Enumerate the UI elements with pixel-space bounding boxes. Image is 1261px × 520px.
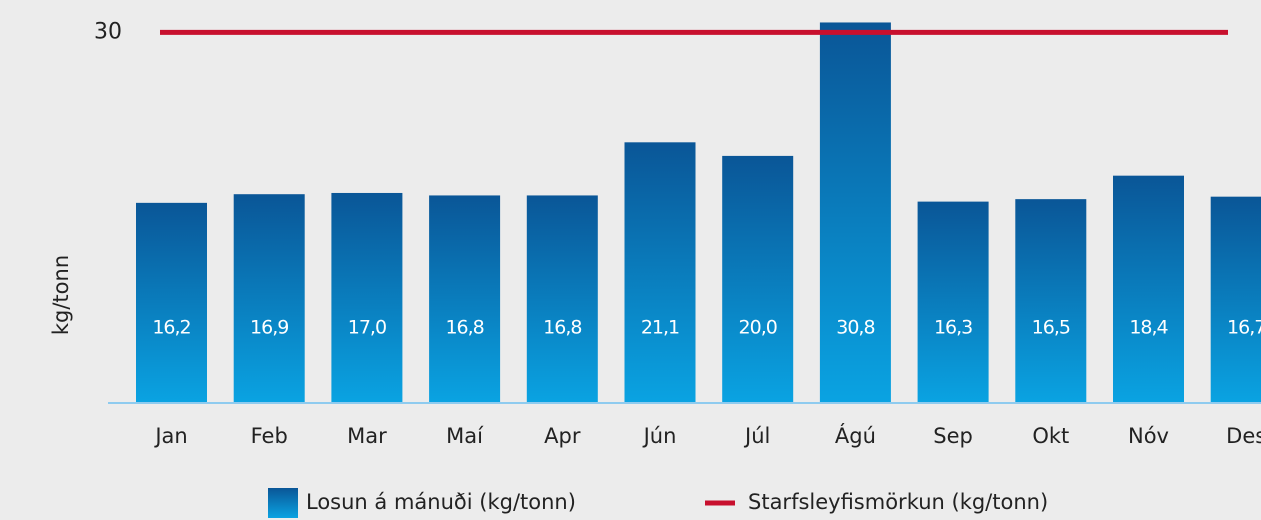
value-label: 16,8: [445, 317, 483, 339]
x-tick-label: Maí: [446, 424, 484, 448]
bar: [917, 201, 989, 403]
x-tick-label: Mar: [347, 424, 387, 448]
bar: [136, 202, 207, 403]
bar: [526, 195, 598, 403]
x-tick-label: Okt: [1032, 424, 1069, 448]
x-tick-label: Apr: [544, 424, 581, 448]
value-label: 16,2: [152, 317, 190, 339]
y-axis-label: kg/tonn: [49, 255, 73, 335]
x-tick-label: Jan: [153, 424, 187, 448]
bar: [819, 22, 891, 403]
bar: [233, 194, 305, 403]
bar: [1015, 199, 1087, 403]
bar: [722, 155, 794, 403]
x-tick-label: Des: [1226, 424, 1261, 448]
value-label: 17,0: [348, 317, 386, 339]
value-label: 18,4: [1129, 317, 1168, 339]
bar: [1113, 175, 1184, 403]
x-tick-label: Sep: [933, 424, 973, 448]
x-tick-label: Nóv: [1128, 424, 1169, 448]
bar: [429, 195, 501, 403]
value-label: 16,9: [250, 317, 288, 339]
bar: [624, 142, 696, 403]
value-label: 16,5: [1032, 317, 1070, 339]
x-tick-label: Feb: [251, 424, 288, 448]
legend-label: Losun á mánuði (kg/tonn): [306, 490, 576, 514]
y-tick-label: 30: [94, 19, 122, 44]
value-label: 20,0: [739, 317, 777, 339]
x-tick-label: Jún: [642, 424, 677, 448]
value-label: 21,1: [641, 317, 679, 339]
x-tick-label: Júl: [743, 424, 770, 448]
value-label: 16,3: [934, 317, 972, 339]
legend-label: Starfsleyfismörkun (kg/tonn): [748, 490, 1048, 514]
value-label: 30,8: [836, 317, 874, 339]
bar: [1210, 196, 1261, 403]
value-label: 16,7: [1227, 317, 1261, 339]
legend-swatch: [268, 488, 298, 518]
x-tick-label: Ágú: [835, 423, 876, 448]
value-label: 16,8: [543, 317, 581, 339]
bar: [331, 192, 403, 403]
